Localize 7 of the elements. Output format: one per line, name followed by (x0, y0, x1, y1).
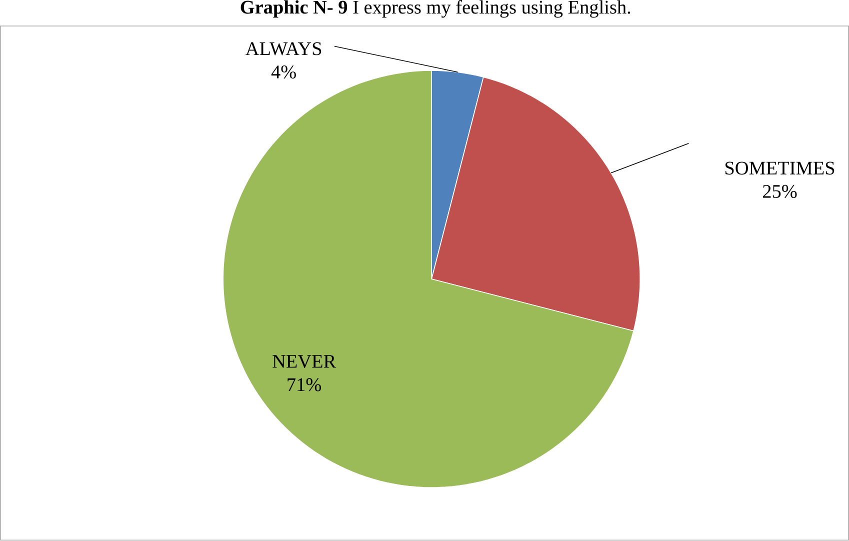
slice-label: ALWAYS (246, 42, 322, 56)
data-label: 71% (288, 378, 322, 392)
chart-title: Graphic N- 9 I express my feelings using English. (240, 0, 630, 18)
slice-label: NEVER (272, 355, 336, 368)
data-label: 25% (762, 185, 797, 198)
slice-label: SOMETIMES (725, 162, 834, 175)
data-label: 4% (271, 66, 296, 79)
